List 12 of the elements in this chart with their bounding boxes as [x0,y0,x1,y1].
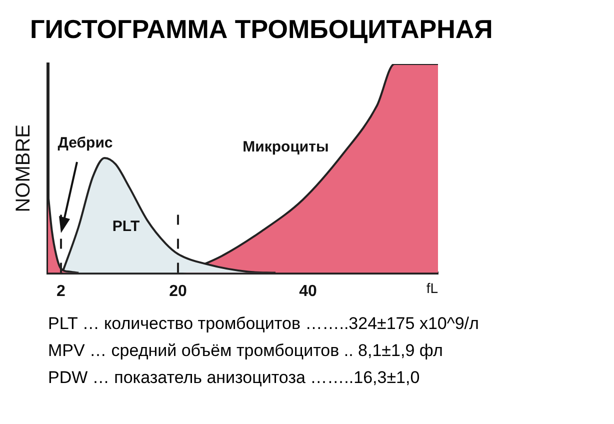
text: MPV … средний объём тромбоцитов .. 8,1±1,9 фл [48,340,444,362]
text: PDW … показатель анизоцитоза ……..16,3±1,0 [48,367,421,389]
text: Дебрис [58,134,113,152]
y-axis-title: NOMBRE [12,124,35,212]
x-tick-label: 2 [56,282,66,300]
x-axis-title: fL [426,280,438,296]
x-tick-label: 20 [169,282,187,300]
chart-title: ГИСТОГРАММА ТРОМБОЦИТАРНАЯ [29,13,494,46]
text: PLT … количество тромбоцитов ……..324±175 x10^9/л [48,313,480,335]
x-tick-label: 40 [299,282,317,300]
series-label: PLT [112,218,140,236]
series-label: Микроциты [242,138,329,156]
